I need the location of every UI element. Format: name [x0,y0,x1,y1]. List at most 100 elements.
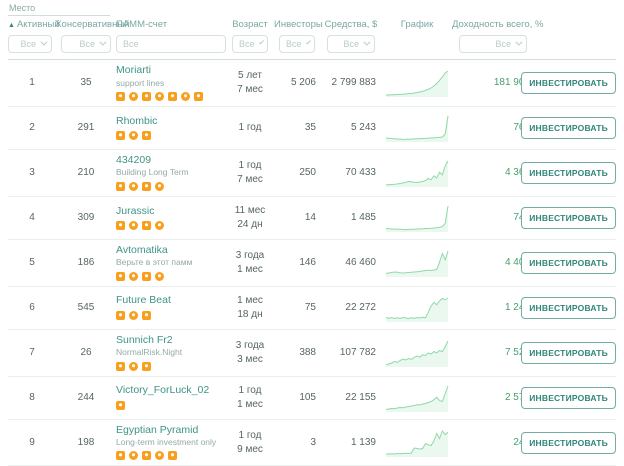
chevron-down-icon [40,38,48,46]
award-badge-icon [116,361,125,371]
account-name[interactable]: Future Beat [116,294,171,307]
investors-cell: 105 [299,392,316,404]
age-cell: 1 год 9 мес [237,430,263,455]
award-badge-icon [142,221,151,231]
award-badge-icon [155,451,164,461]
invest-button[interactable]: ИНВЕСТИРОВАТЬ [521,251,616,274]
table-header: Место ▲ Активный Консервативный ПАММ-счет… [8,0,616,60]
account-name[interactable]: Sunnich Fr2 [116,333,173,346]
filter-age-select[interactable]: Все [232,34,268,53]
rank-conservative: 291 [77,122,95,134]
rank-active: 8 [29,392,35,404]
account-name[interactable]: Victory_ForLuck_02 [116,384,210,397]
rank-conservative: 210 [77,167,95,179]
invest-button[interactable]: ИНВЕСТИРОВАТЬ [521,386,616,409]
sparkline [382,383,452,413]
column-header-profit[interactable]: Доходность всего, % [452,19,544,30]
award-badge-icon [116,310,125,320]
investors-cell: 388 [299,347,316,359]
age-cell: 3 года 3 мес [235,340,265,365]
profit-cell: 4 409 [504,257,530,269]
invest-button[interactable]: ИНВЕСТИРОВАТЬ [521,116,616,139]
invest-button[interactable]: ИНВЕСТИРОВАТЬ [521,161,616,184]
account-name[interactable]: Egyptian Pyramid [116,423,199,436]
rank-active: 3 [29,167,35,179]
badges [116,221,226,231]
account-subtitle: Верьте в этот памм [116,257,193,268]
header-separator [8,59,616,60]
place-group-label: Место [8,0,110,16]
award-badge-icon [129,451,138,461]
account-name[interactable]: Jurassic [116,204,155,217]
column-header-conservative[interactable]: Консервативный [56,19,130,30]
award-badge-icon [194,91,203,101]
column-header-investors[interactable]: Инвесторы [274,19,323,30]
rank-active: 7 [29,347,35,359]
profit-cell: 7 522 [504,347,530,359]
award-badge-icon [142,131,151,141]
rank-active: 1 [29,77,35,89]
badges [116,181,226,191]
rank-conservative: 198 [77,437,95,448]
account-name[interactable]: Moriarti [116,64,152,76]
invest-button[interactable]: ИНВЕСТИРОВАТЬ [521,431,616,454]
sparkline [382,68,452,98]
funds-cell: 2 799 883 [331,77,377,89]
rank-active: 2 [29,122,35,134]
filter-conservative-select[interactable]: Все [61,34,111,53]
badges [116,400,226,410]
investors-cell: 250 [299,167,316,179]
award-badge-icon [129,131,138,141]
invest-button[interactable]: ИНВЕСТИРОВАТЬ [521,71,616,94]
table-row: 3 210 434209 Building Long Term 1 год 7 м… [8,150,616,197]
account-name[interactable]: Avtomatika [116,243,168,256]
funds-cell: 5 243 [350,122,376,134]
funds-cell: 70 433 [345,167,376,179]
award-badge-icon [168,451,177,461]
column-header-age[interactable]: Возраст [232,19,268,30]
rank-conservative: 35 [80,77,92,89]
profit-cell: 4 366 [504,167,530,179]
funds-cell: 1 485 [350,212,376,224]
award-badge-icon [142,451,151,461]
investors-cell: 75 [304,302,316,314]
award-badge-icon [129,181,138,191]
filter-investors-select[interactable]: Все [279,34,315,53]
sparkline [382,158,452,188]
award-badge-icon [155,271,164,281]
filter-active-select[interactable]: Все [8,34,52,53]
invest-button[interactable]: ИНВЕСТИРОВАТЬ [521,296,616,319]
sparkline [382,293,452,323]
rank-conservative: 186 [77,257,95,269]
invest-button[interactable]: ИНВЕСТИРОВАТЬ [521,206,616,229]
filter-account-input[interactable] [116,35,226,53]
account-name[interactable]: 434209 [116,153,152,166]
age-cell: 11 мес 24 дн [234,205,266,230]
award-badge-icon [129,91,138,101]
column-header-account[interactable]: ПАММ-счет [116,19,168,30]
account-subtitle: Long-term investment only [116,437,217,448]
badges [116,91,226,101]
investors-cell: 5 206 [290,77,316,89]
column-header-active[interactable]: ▲ Активный [8,19,60,30]
investors-cell: 3 [310,437,316,448]
award-badge-icon [116,221,125,231]
rank-conservative: 244 [77,392,95,404]
account-name[interactable]: Rhombic [116,114,158,127]
award-badge-icon [116,181,125,191]
age-cell: 1 год 1 мес [237,385,263,410]
award-badge-icon [142,181,151,191]
table-body: 1 35 Moriarti support lines 5 лет 7 мес 5… [8,60,616,466]
award-badge-icon [116,91,125,101]
filter-funds-select[interactable]: Все [327,34,375,53]
award-badge-icon [155,221,164,231]
sparkline [382,113,452,143]
award-badge-icon [129,310,138,320]
sparkline [382,203,452,233]
sparkline [382,248,452,278]
filter-profit-select[interactable]: Все [459,34,527,53]
table-row: 5 186 Avtomatika Верьте в этот памм 3 го… [8,240,616,287]
column-header-funds[interactable]: Средства, $ [324,19,378,30]
invest-button[interactable]: ИНВЕСТИРОВАТЬ [521,341,616,364]
